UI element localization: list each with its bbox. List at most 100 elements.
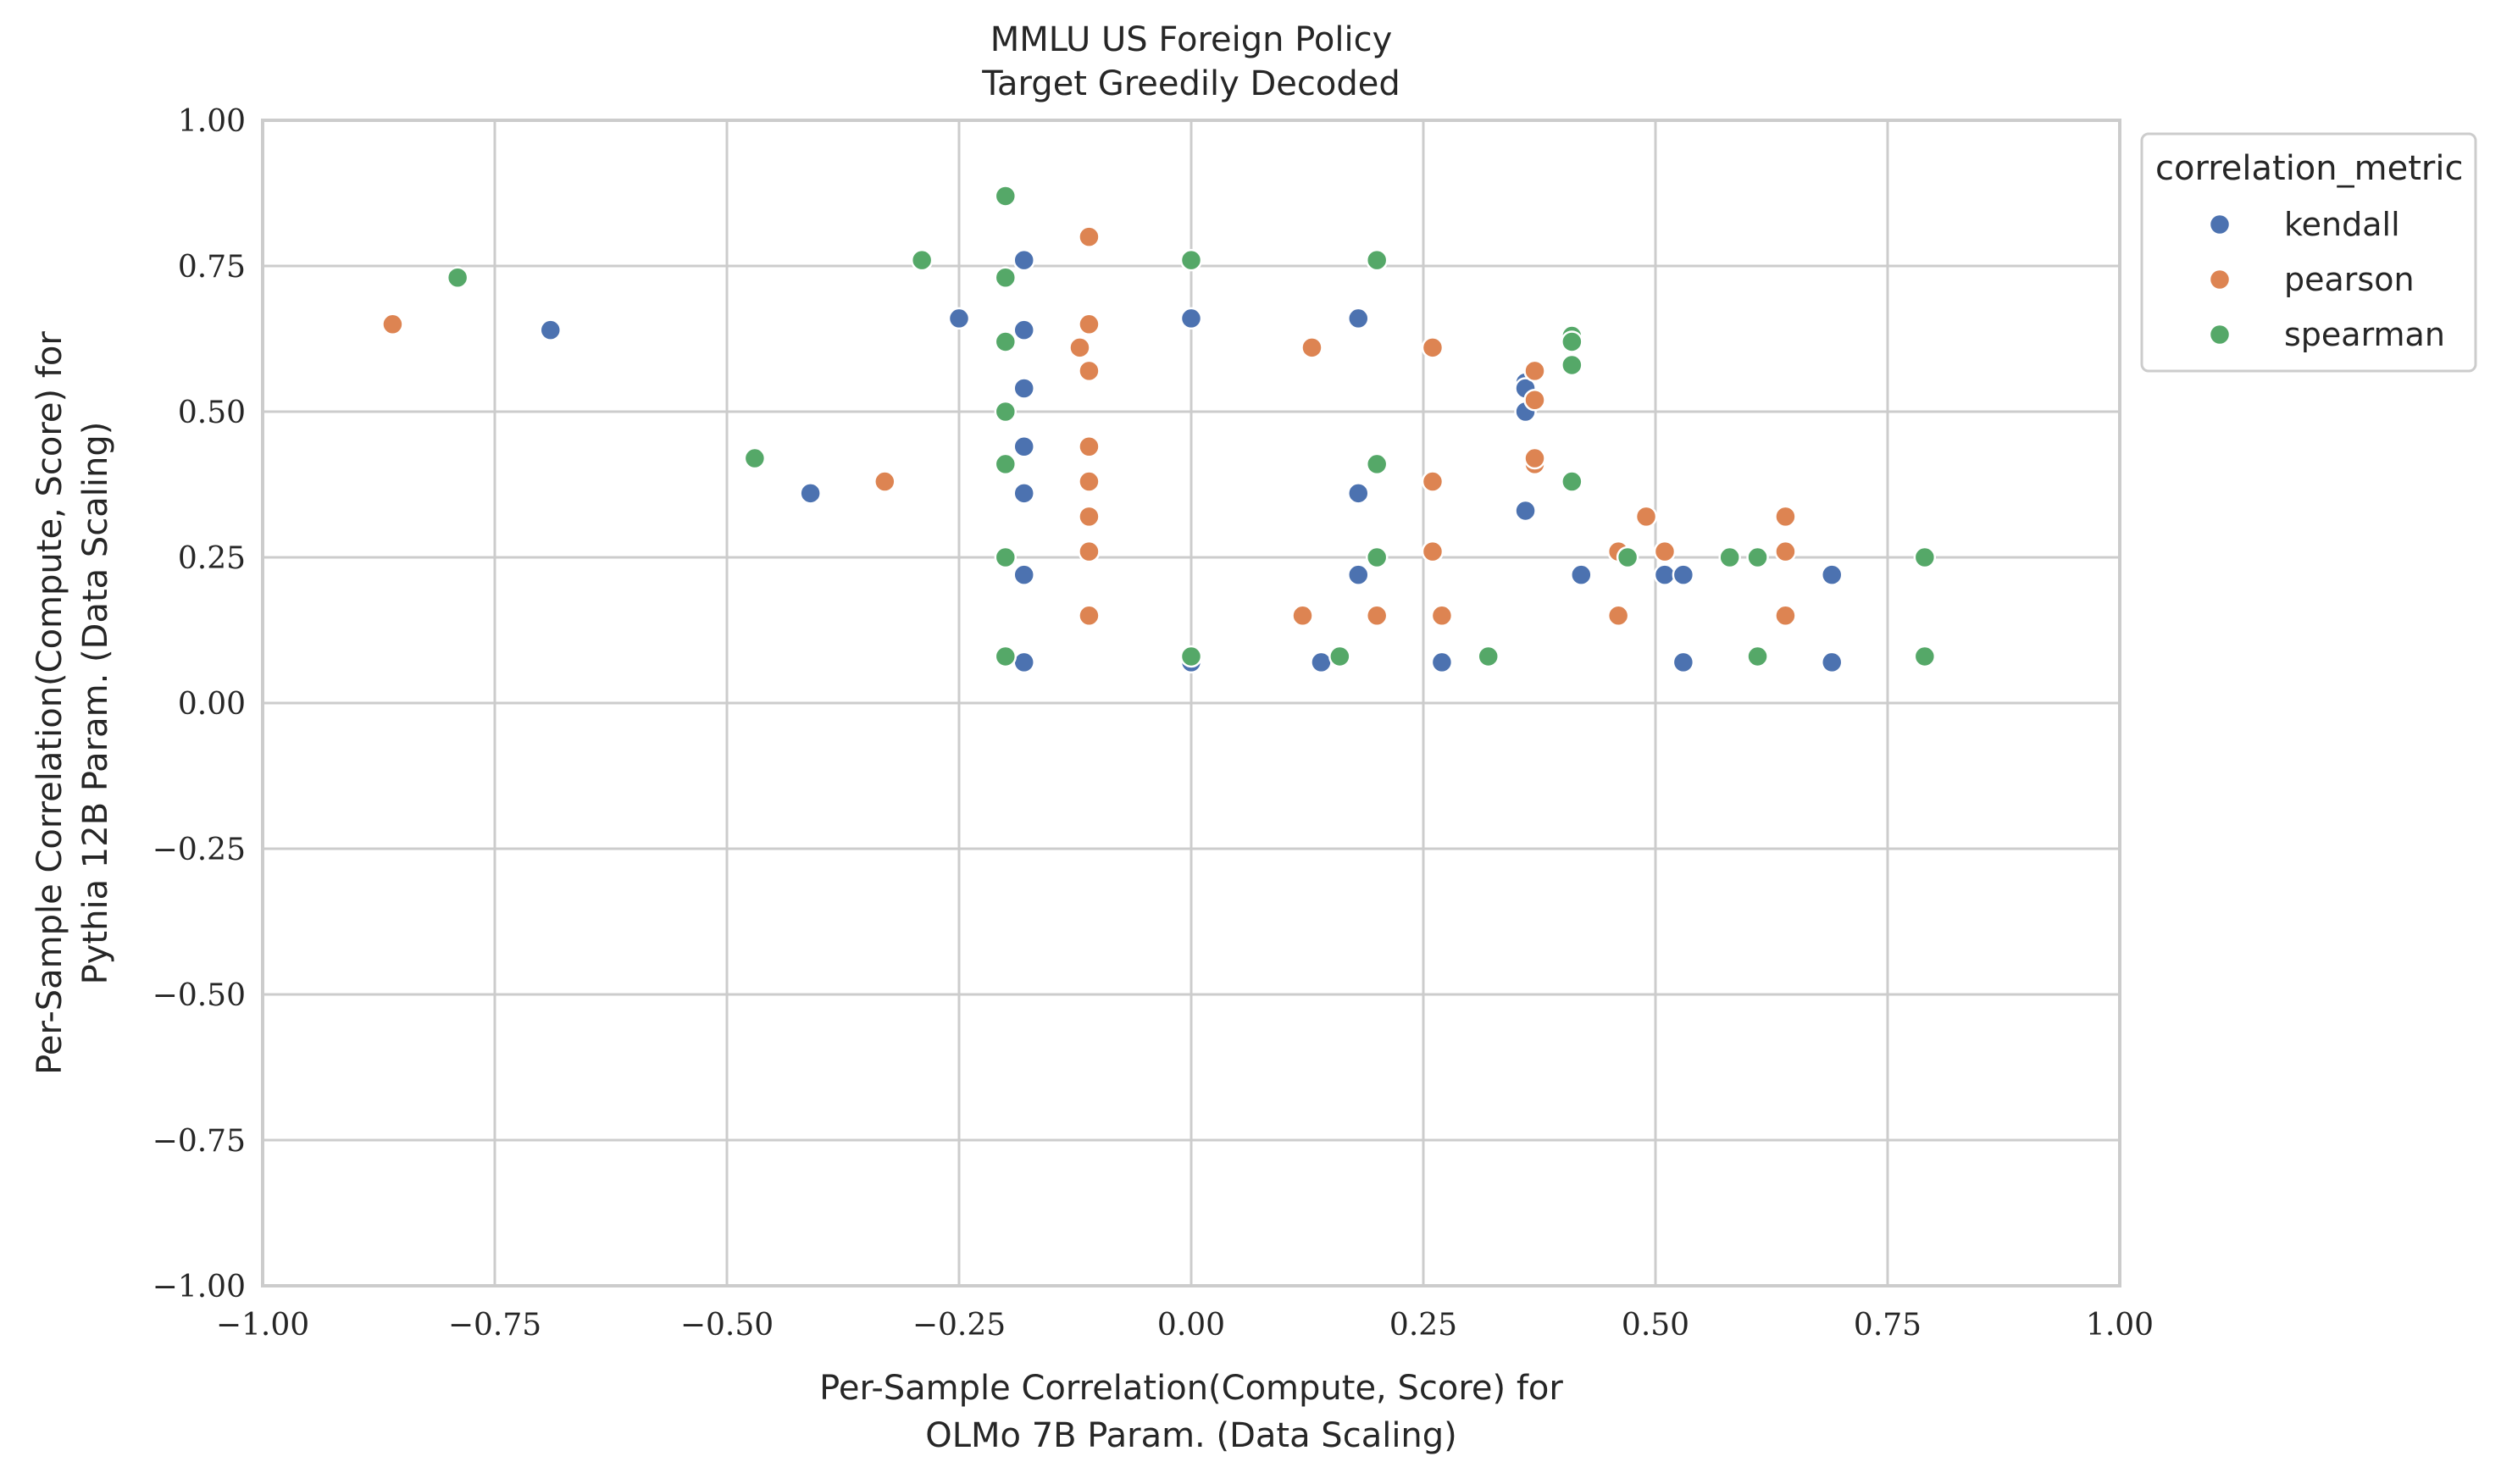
data-point-pearson [1523, 388, 1546, 412]
data-point-pearson [1365, 604, 1389, 628]
data-point-kendall [1672, 651, 1695, 674]
data-point-pearson [1421, 336, 1445, 359]
x-tick-labels: −1.00 −0.75 −0.50 −0.25 0.00 0.25 0.50 0.75 1.00 [216, 1308, 2154, 1343]
legend-title: correlation_metric [2155, 149, 2463, 188]
data-point-kendall [1012, 248, 1035, 272]
data-point-spearman [446, 266, 469, 290]
x-tick-label: −0.75 [448, 1308, 541, 1343]
data-point-kendall [1179, 307, 1203, 330]
x-tick-label: −1.00 [216, 1308, 309, 1343]
data-point-spearman [743, 446, 767, 470]
x-tick-label: 0.75 [1854, 1308, 1922, 1343]
data-point-kendall [1012, 377, 1035, 400]
data-point-pearson [1421, 470, 1445, 493]
data-point-kendall [799, 482, 822, 505]
data-point-kendall [1012, 318, 1035, 341]
data-point-spearman [1746, 645, 1769, 668]
data-point-pearson [1078, 604, 1101, 628]
data-point-pearson [1078, 359, 1101, 383]
x-axis-label-line-2: OLMo 7B Param. (Data Scaling) [925, 1416, 1457, 1455]
data-point-pearson [1774, 505, 1797, 529]
x-tick-label: 0.25 [1389, 1308, 1457, 1343]
data-point-kendall [1653, 563, 1677, 586]
data-point-pearson [1078, 505, 1101, 529]
data-point-pearson [1300, 336, 1323, 359]
y-tick-label: 0.00 [178, 687, 246, 722]
data-point-spearman [1179, 248, 1203, 272]
data-point-pearson [1078, 225, 1101, 248]
data-point-kendall [1012, 435, 1035, 458]
data-point-kendall [539, 318, 563, 341]
legend-label-kendall: kendall [2284, 206, 2400, 243]
data-point-pearson [1606, 604, 1630, 628]
legend-marker-pearson [2208, 268, 2232, 291]
y-tick-label: 1.00 [178, 104, 246, 139]
data-point-pearson [1430, 604, 1454, 628]
y-tick-label: 0.75 [178, 250, 246, 285]
grid-layer [261, 119, 2121, 1287]
x-tick-label: 0.50 [1622, 1308, 1689, 1343]
y-tick-label: −0.75 [152, 1124, 246, 1159]
legend: correlation_metric kendall pearson spear… [2140, 132, 2477, 373]
data-point-pearson [1634, 505, 1658, 529]
data-point-spearman [1365, 545, 1389, 569]
data-point-spearman [1913, 545, 1937, 569]
data-point-spearman [1179, 645, 1203, 668]
data-point-kendall [1514, 499, 1537, 523]
data-point-pearson [1421, 540, 1445, 563]
data-point-kendall [1012, 482, 1035, 505]
data-point-kendall [1570, 563, 1593, 586]
data-point-kendall [1820, 563, 1844, 586]
x-axis-label-line-1: Per-Sample Correlation(Compute, Score) f… [819, 1369, 1563, 1408]
data-point-pearson [1078, 540, 1101, 563]
data-point-kendall [1347, 307, 1370, 330]
data-point-kendall [1310, 651, 1333, 674]
data-point-spearman [1365, 248, 1389, 272]
legend-marker-spearman [2208, 323, 2232, 346]
y-tick-label: 0.50 [178, 396, 246, 430]
x-tick-label: 1.00 [2086, 1308, 2154, 1343]
data-point-spearman [910, 248, 934, 272]
data-point-spearman [1328, 645, 1351, 668]
data-point-spearman [994, 400, 1018, 424]
y-axis-label-line-2: Pythia 12B Param. (Data Scaling) [76, 422, 115, 985]
data-point-pearson [1523, 359, 1546, 383]
legend-label-pearson: pearson [2284, 261, 2415, 298]
data-point-pearson [1653, 540, 1677, 563]
data-point-spearman [1561, 470, 1583, 493]
data-point-pearson [1523, 446, 1546, 470]
data-point-pearson [873, 470, 896, 493]
x-tick-label: −0.25 [912, 1308, 1006, 1343]
y-tick-label: 0.25 [178, 541, 246, 576]
data-point-pearson [1068, 336, 1091, 359]
data-point-pearson [1774, 540, 1797, 563]
data-point-spearman [1561, 330, 1583, 353]
data-point-kendall [1012, 563, 1035, 586]
legend-box [2140, 132, 2477, 373]
data-point-pearson [381, 313, 404, 336]
data-point-spearman [994, 185, 1018, 208]
legend-marker-kendall [2208, 213, 2232, 236]
legend-label-spearman: spearman [2284, 316, 2445, 353]
plot-frame [261, 119, 2121, 1287]
x-tick-label: −0.50 [680, 1308, 774, 1343]
x-tick-label: 0.00 [1157, 1308, 1225, 1343]
data-point-kendall [1430, 651, 1454, 674]
data-point-spearman [1746, 545, 1769, 569]
data-point-spearman [994, 545, 1018, 569]
data-point-spearman [1913, 645, 1937, 668]
data-point-pearson [1078, 470, 1101, 493]
points-layer [381, 185, 1937, 674]
data-point-spearman [1718, 545, 1741, 569]
data-point-kendall [1347, 563, 1370, 586]
y-axis-label-line-1: Per-Sample Correlation(Compute, Score) f… [30, 331, 69, 1075]
data-point-kendall [1012, 651, 1035, 674]
y-tick-label: −0.25 [152, 833, 246, 867]
y-tick-label: −1.00 [152, 1270, 246, 1304]
data-point-spearman [1365, 452, 1389, 476]
data-point-kendall [1347, 482, 1370, 505]
data-point-pearson [1078, 435, 1101, 458]
data-point-spearman [1477, 645, 1500, 668]
data-point-kendall [947, 307, 971, 330]
data-point-spearman [1561, 353, 1583, 377]
